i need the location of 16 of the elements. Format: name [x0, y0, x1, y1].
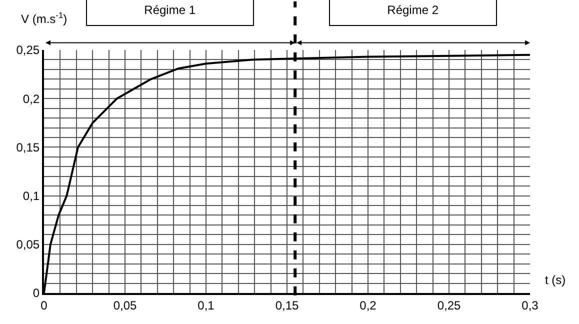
- y-tick-label: 0,2: [22, 92, 40, 106]
- y-tick-label: 0,25: [16, 43, 40, 58]
- y-tick-label: 0,15: [16, 140, 40, 154]
- x-tick-label: 0,3: [522, 298, 539, 312]
- y-tick-label: 0,05: [16, 238, 40, 252]
- x-axis-title: t (s): [545, 273, 566, 287]
- y-axis-title: V (m.s$^{-1}$): [21, 10, 68, 26]
- x-tick-label: 0,1: [198, 298, 215, 312]
- x-tick-label: 0,05: [113, 298, 137, 312]
- y-tick-label: 0: [32, 286, 40, 300]
- y-tick-label: 0,1: [22, 189, 40, 203]
- x-tick-label: 0,15: [275, 298, 299, 312]
- x-tick-label: 0,25: [437, 298, 461, 312]
- text: Régime 1: [144, 3, 196, 17]
- text: Régime 2: [387, 3, 439, 17]
- x-tick-label: 0,2: [360, 298, 377, 312]
